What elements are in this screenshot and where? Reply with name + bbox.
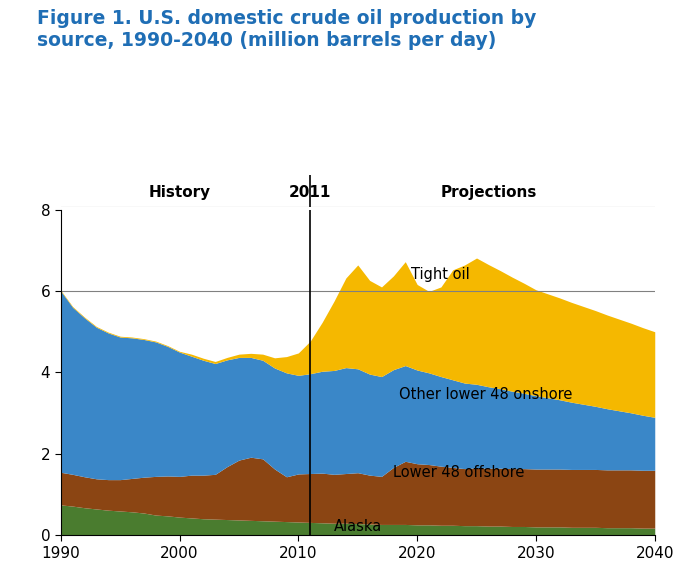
Text: Alaska: Alaska [334, 519, 382, 534]
Text: History: History [148, 184, 211, 200]
Text: Tight oil: Tight oil [411, 267, 470, 282]
Text: Other lower 48 onshore: Other lower 48 onshore [400, 388, 572, 402]
Text: Figure 1. U.S. domestic crude oil production by
source, 1990-2040 (million barre: Figure 1. U.S. domestic crude oil produc… [37, 9, 537, 49]
Text: Lower 48 offshore: Lower 48 offshore [394, 465, 524, 480]
Text: 2011: 2011 [289, 184, 331, 200]
Text: Projections: Projections [440, 184, 537, 200]
